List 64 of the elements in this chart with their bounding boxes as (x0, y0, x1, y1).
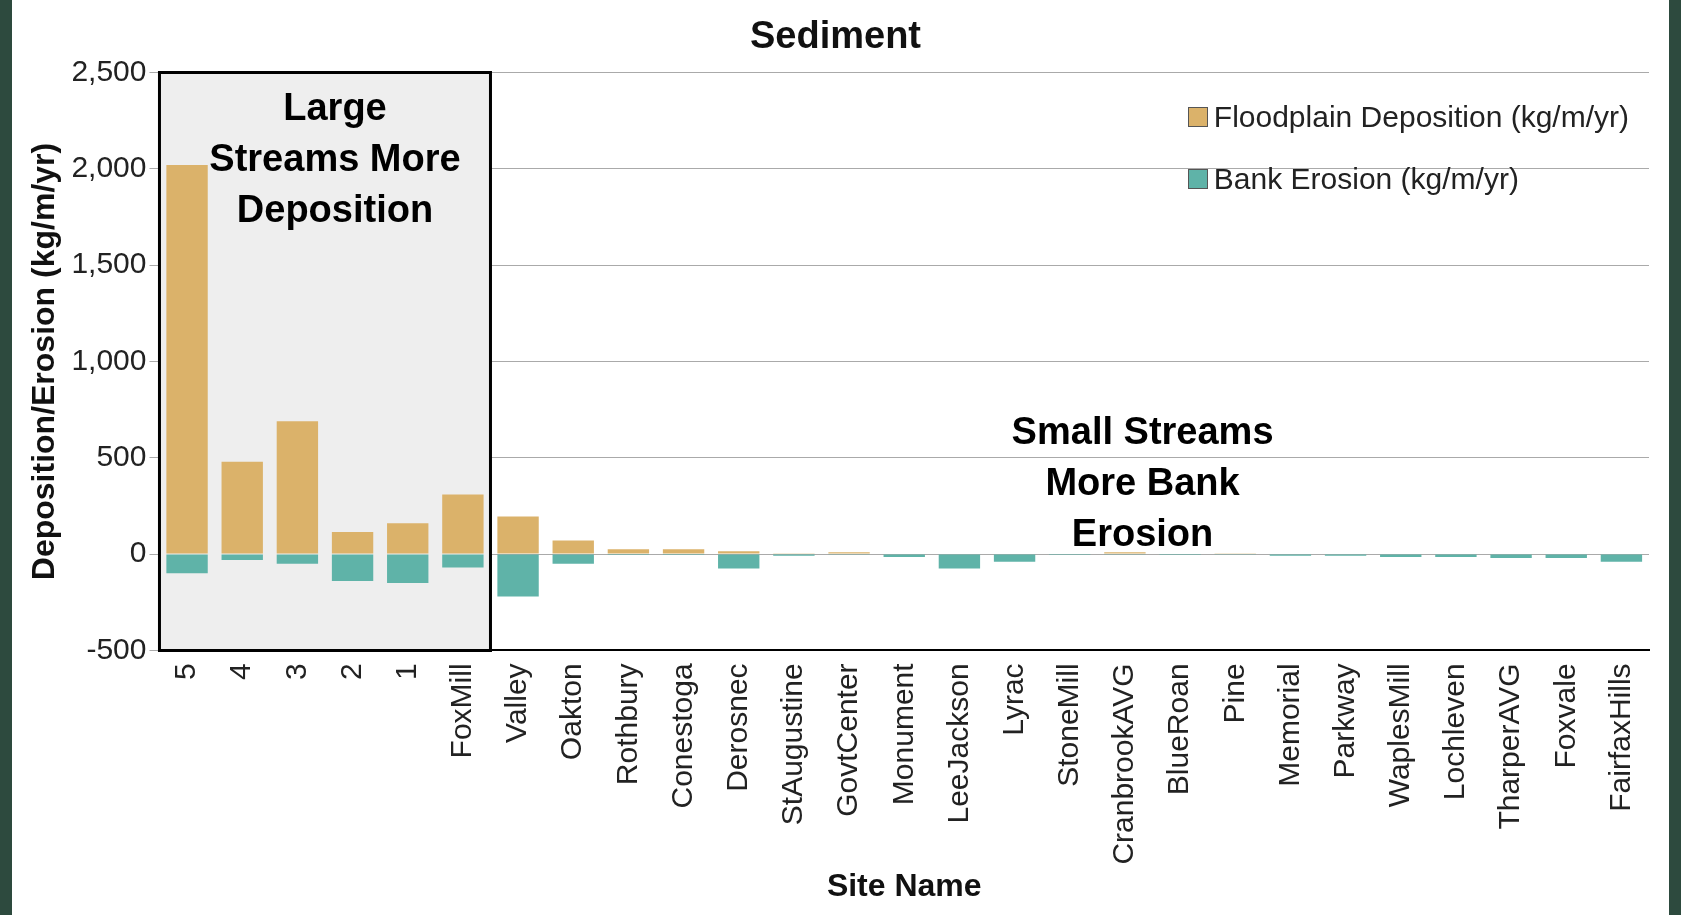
bar (387, 554, 429, 583)
bar (166, 554, 208, 574)
x-tick-label: Oakton (554, 663, 588, 761)
x-tick-label: StAugustine (775, 663, 809, 826)
bar (938, 554, 981, 569)
x-tick-label: GovtCenter (830, 663, 864, 817)
x-tick-label: Lyrac (995, 663, 1029, 736)
x-tick-label: Memorial (1271, 663, 1305, 787)
bar (442, 554, 484, 568)
bar (166, 165, 208, 554)
x-tick-label: FairfaxHills (1602, 663, 1636, 812)
x-axis-title: Site Name (826, 866, 982, 903)
bar (552, 540, 594, 554)
chart-title: Sediment (749, 14, 922, 57)
x-tick-label: Foxvale (1547, 663, 1581, 769)
bar (442, 494, 484, 554)
x-tick-label: BlueRoan (1161, 663, 1195, 796)
bar (497, 516, 539, 554)
bar (497, 554, 539, 597)
bar (331, 554, 374, 582)
legend-label: Floodplain Deposition (kg/m/yr) (1213, 100, 1629, 134)
y-tick-label: 1,500 (71, 246, 147, 280)
x-tick-label: 4 (223, 663, 257, 681)
y-tick-label: 500 (96, 439, 147, 473)
x-tick-label: Derosnec (720, 663, 753, 792)
x-tick-label: LeeJackson (940, 663, 974, 824)
y-axis-title: Deposition/Erosion (kg/m/yr) (25, 142, 62, 581)
x-tick-label: StoneMill (1051, 663, 1085, 787)
y-tick-label: -500 (86, 631, 147, 665)
bar (662, 549, 705, 554)
bar (993, 554, 1036, 562)
x-tick-label: 2 (333, 663, 367, 681)
x-tick-label: 1 (388, 663, 422, 681)
bar (276, 421, 319, 554)
x-tick-label: Parkway (1326, 663, 1360, 779)
x-tick-label: 3 (278, 663, 312, 681)
bar (1600, 554, 1643, 562)
x-tick-label: Lochleven (1437, 663, 1471, 801)
x-tick-label: FoxMill (444, 663, 478, 759)
bar (276, 554, 319, 564)
x-tick-label: Pine (1216, 663, 1250, 724)
bar (331, 531, 374, 554)
x-tick-label: CranbrookAVG (1106, 663, 1140, 865)
x-tick-label: Valley (499, 663, 533, 743)
x-tick-label: Conestoga (664, 663, 698, 809)
y-tick-label: 2,500 (71, 53, 147, 87)
x-tick-label: TharperAVG (1492, 663, 1526, 830)
bar (1490, 554, 1532, 558)
bar (387, 523, 429, 554)
legend-label: Bank Erosion (kg/m/yr) (1213, 162, 1519, 196)
y-tick-label: 1,000 (71, 342, 147, 376)
x-tick-label: 5 (168, 663, 202, 681)
bar (221, 461, 263, 554)
x-tick-label: WaplesMill (1382, 663, 1416, 808)
y-tick-label: 0 (129, 535, 147, 569)
bar (221, 554, 263, 560)
x-tick-label: Rothbury (609, 663, 643, 786)
bar (718, 551, 760, 554)
bar (552, 554, 594, 564)
bar (607, 549, 650, 554)
x-tick-label: Monument (885, 662, 919, 806)
band-label: Large Streams More Deposition (209, 86, 461, 231)
y-tick-label: 2,000 (71, 150, 147, 184)
bar (718, 554, 760, 569)
